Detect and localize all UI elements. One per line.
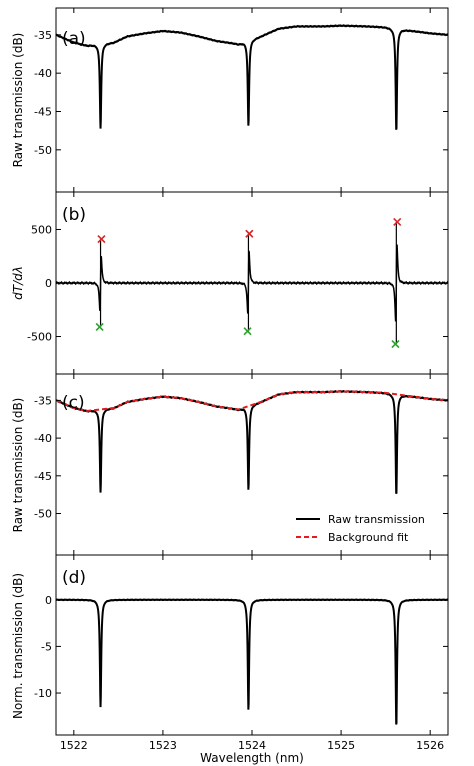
panel-label-b: (b) xyxy=(62,205,86,225)
panel-label-a: (a) xyxy=(62,29,86,49)
panel-a-frame xyxy=(55,7,449,193)
panel-b-ylabel: dT/dλ xyxy=(11,266,25,300)
legend-label-raw: Raw transmission xyxy=(328,513,425,526)
xtick-label-1: 1523 xyxy=(149,739,177,752)
ytick-label-0: -50 xyxy=(34,508,52,521)
panel-d-ylabel: Norm. transmission (dB) xyxy=(11,573,25,719)
max-marker-0 xyxy=(97,235,106,244)
panel-d-plot: -10 -5 0 1522 1523 1524 1525 1526 xyxy=(34,555,449,752)
ytick-label-1: -5 xyxy=(41,640,52,653)
ytick-label-2: -40 xyxy=(34,432,52,445)
min-marker-2 xyxy=(391,339,400,349)
xtick-label-3: 1525 xyxy=(327,739,355,752)
legend: Raw transmission Background fit xyxy=(296,513,425,544)
panel-label-d: (d) xyxy=(62,568,86,588)
max-marker-1 xyxy=(245,229,254,238)
raw-transmission-line xyxy=(55,24,449,130)
ytick-label-0: -500 xyxy=(27,331,52,344)
xtick-label-2: 1524 xyxy=(238,739,266,752)
panel-c-ylabel: Raw transmission (dB) xyxy=(11,398,25,533)
ytick-label-0: -10 xyxy=(34,687,52,700)
legend-label-fit: Background fit xyxy=(328,531,409,544)
ytick-label-2: -40 xyxy=(34,67,52,80)
ytick-label-1: -45 xyxy=(34,106,52,119)
ytick-label-1: -45 xyxy=(34,470,52,483)
panel-c-frame xyxy=(55,373,449,556)
panel-a-plot: -50 -45 -40 -35 xyxy=(34,8,449,192)
panel-b-plot: -500 0 500 xyxy=(27,192,449,374)
min-marker-0 xyxy=(95,322,104,331)
derivative-line xyxy=(55,244,449,322)
normalized-transmission-line xyxy=(55,598,449,725)
ytick-label-3: -35 xyxy=(34,394,52,407)
ytick-label-2: 0 xyxy=(45,594,52,607)
panel-d-frame xyxy=(55,554,449,736)
panel-a-ylabel: Raw transmission (dB) xyxy=(11,33,25,168)
ytick-label-2: 500 xyxy=(31,223,52,236)
x-axis-label: Wavelength (nm) xyxy=(200,751,304,765)
max-marker-2 xyxy=(393,217,402,227)
raw-transmission-line xyxy=(55,389,449,494)
ytick-label-3: -35 xyxy=(34,29,52,42)
panel-c-plot: -50 -45 -40 -35 xyxy=(34,374,449,555)
min-marker-1 xyxy=(243,327,252,336)
ytick-label-1: 0 xyxy=(45,277,52,290)
background-fit-line xyxy=(55,390,449,412)
xtick-label-4: 1526 xyxy=(416,739,444,752)
xtick-label-0: 1522 xyxy=(60,739,88,752)
panel-label-c: (c) xyxy=(62,393,85,413)
ytick-label-0: -50 xyxy=(34,144,52,157)
